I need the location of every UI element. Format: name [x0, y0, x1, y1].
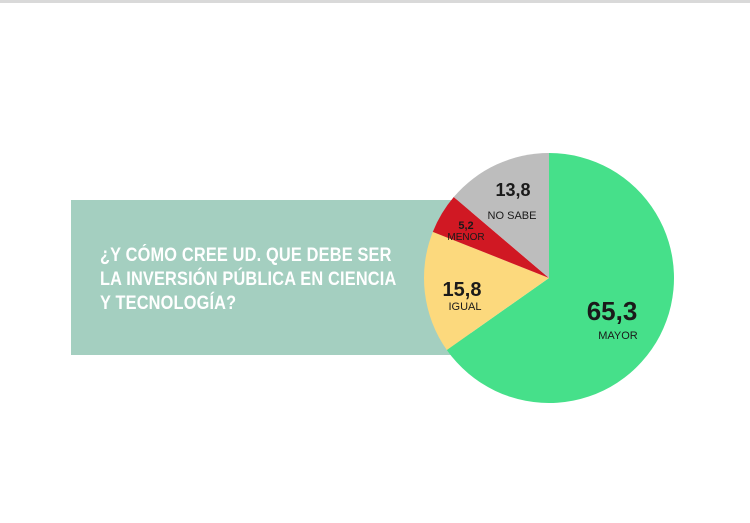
data-label-no-sabe: 13,8 [495, 180, 530, 200]
data-label-mayor: 65,3 [587, 296, 638, 326]
question-line-3: Y TECNOLOGÍA? [100, 293, 237, 314]
pie-slice-no-sabe [453, 153, 549, 278]
category-label-igual: IGUAL [448, 301, 481, 313]
pie-slice-menor [432, 197, 549, 278]
question-line-2: LA INVERSIÓN PÚBLICA EN CIENCIA [100, 269, 397, 290]
question-panel [71, 200, 471, 355]
pie-slice-mayor [446, 153, 675, 404]
data-label-igual: 15,8 [443, 279, 482, 301]
category-label-mayor: MAYOR [598, 330, 638, 342]
data-label-menor: 5,2 [458, 220, 473, 232]
question-line-1: ¿Y CÓMO CREE UD. QUE DEBE SER [100, 245, 392, 266]
top-border-line [0, 0, 750, 3]
category-label-menor: MENOR [447, 232, 484, 243]
pie-slice-igual [424, 231, 549, 350]
question-text: ¿Y CÓMO CREE UD. QUE DEBE SER LA INVERSI… [100, 244, 397, 316]
category-label-no-sabe: NO SABE [488, 210, 537, 222]
